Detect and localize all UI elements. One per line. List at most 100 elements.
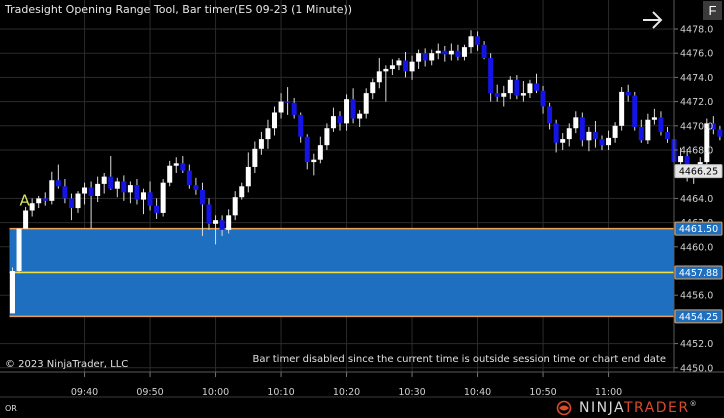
bull-candle-body: [324, 128, 330, 146]
x-tick-label: 11:00: [595, 387, 622, 398]
candle: [481, 41, 487, 60]
price-label-text: 4466.25: [679, 167, 718, 178]
bear-candle-body: [337, 116, 343, 124]
bull-candle-body: [573, 117, 579, 129]
bear-candle-body: [350, 99, 356, 119]
bear-candle-body: [547, 106, 553, 124]
candle: [560, 133, 566, 150]
price-label-text: 4454.25: [679, 312, 718, 323]
candle: [304, 134, 310, 170]
candle: [357, 110, 363, 128]
bull-candle-body: [409, 61, 415, 72]
candle: [62, 179, 68, 204]
x-tick-label: 09:40: [71, 387, 98, 398]
candle: [36, 195, 42, 209]
logo-registered-mark: ®: [689, 400, 699, 408]
bull-candle-body: [448, 50, 454, 55]
bear-candle-body: [540, 90, 546, 107]
candle: [612, 122, 618, 143]
candle: [638, 119, 644, 143]
bear-candle-body: [638, 127, 644, 141]
bull-candle-body: [678, 156, 684, 163]
candle: [599, 135, 605, 150]
candle: [448, 43, 454, 61]
or-label: OR: [5, 404, 17, 413]
candle: [199, 182, 205, 236]
candle: [651, 108, 657, 125]
candle: [108, 156, 114, 190]
bear-candle-body: [134, 185, 140, 200]
bull-candle-body: [75, 193, 81, 209]
candle: [278, 93, 284, 119]
candle: [586, 127, 592, 152]
candle-layer: [10, 30, 724, 314]
candle: [88, 181, 94, 229]
bull-candle-body: [167, 165, 173, 183]
bull-candle-body: [376, 71, 382, 83]
candle: [383, 65, 389, 102]
bear-candle-body: [494, 93, 500, 97]
price-label-text: 4461.50: [679, 224, 718, 235]
bull-candle-body: [704, 123, 710, 163]
bear-candle-body: [658, 117, 664, 132]
candle: [409, 55, 415, 80]
candle: [114, 177, 120, 198]
bull-candle-body: [127, 185, 133, 193]
candle: [324, 123, 330, 150]
y-tick-label: 4456.0: [680, 291, 713, 302]
candle: [167, 160, 173, 187]
bear-candle-body: [68, 198, 74, 209]
candle: [55, 164, 61, 189]
candle: [678, 147, 684, 167]
candle: [376, 58, 382, 89]
candle: [252, 141, 258, 173]
x-tick-label: 10:20: [333, 387, 360, 398]
bull-candle-body: [141, 192, 146, 200]
candle: [141, 188, 146, 215]
candle: [180, 156, 186, 173]
bull-candle-body: [461, 47, 467, 57]
candle: [82, 182, 88, 205]
f-button[interactable]: F: [703, 1, 722, 20]
bull-candle-body: [232, 197, 238, 216]
bull-candle-body: [252, 148, 258, 167]
candle: [514, 74, 520, 100]
bear-candle-body: [422, 53, 428, 61]
ninjatrader-logo-icon: [556, 400, 572, 416]
bear-candle-body: [291, 102, 297, 115]
y-tick-label: 4452.0: [680, 339, 713, 350]
candle: [468, 30, 474, 54]
chart-title: Tradesight Opening Range Tool, Bar timer…: [5, 3, 353, 16]
candle: [160, 179, 166, 217]
arrow-right-icon[interactable]: [640, 8, 666, 32]
candle: [553, 119, 559, 153]
candle: [245, 152, 251, 193]
bear-candle-body: [147, 192, 153, 206]
candle: [330, 107, 336, 132]
candle: [16, 228, 22, 274]
price-label-last: 4466.25: [674, 164, 723, 179]
bear-candle-body: [632, 95, 638, 128]
candle: [389, 59, 395, 75]
bull-candle-body: [520, 93, 526, 96]
price-label-box: [674, 221, 723, 236]
bear-candle-body: [717, 129, 723, 137]
bull-candle-body: [619, 91, 625, 126]
bull-candle-body: [501, 93, 507, 97]
bull-candle-body: [23, 210, 29, 229]
candle: [42, 192, 48, 206]
bear-candle-body: [193, 185, 199, 190]
bear-candle-body: [442, 50, 448, 55]
bull-candle-body: [566, 128, 572, 140]
bull-candle-body: [213, 220, 219, 224]
candle: [226, 209, 232, 234]
annotation-layer: A: [19, 192, 30, 210]
x-tick-label: 10:50: [529, 387, 556, 398]
candle: [344, 94, 350, 131]
bull-candle-body: [311, 159, 317, 163]
bull-candle-body: [416, 53, 422, 62]
bull-candle-body: [507, 79, 513, 94]
